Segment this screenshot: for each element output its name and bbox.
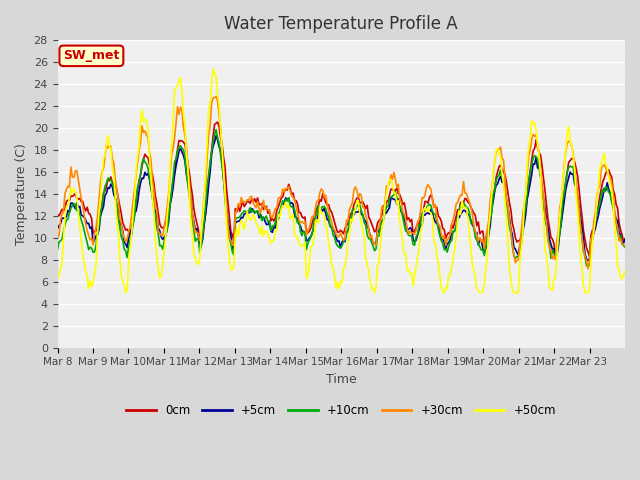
Text: SW_met: SW_met <box>63 49 120 62</box>
Title: Water Temperature Profile A: Water Temperature Profile A <box>225 15 458 33</box>
Legend: 0cm, +5cm, +10cm, +30cm, +50cm: 0cm, +5cm, +10cm, +30cm, +50cm <box>122 400 561 422</box>
Y-axis label: Temperature (C): Temperature (C) <box>15 143 28 245</box>
X-axis label: Time: Time <box>326 373 356 386</box>
